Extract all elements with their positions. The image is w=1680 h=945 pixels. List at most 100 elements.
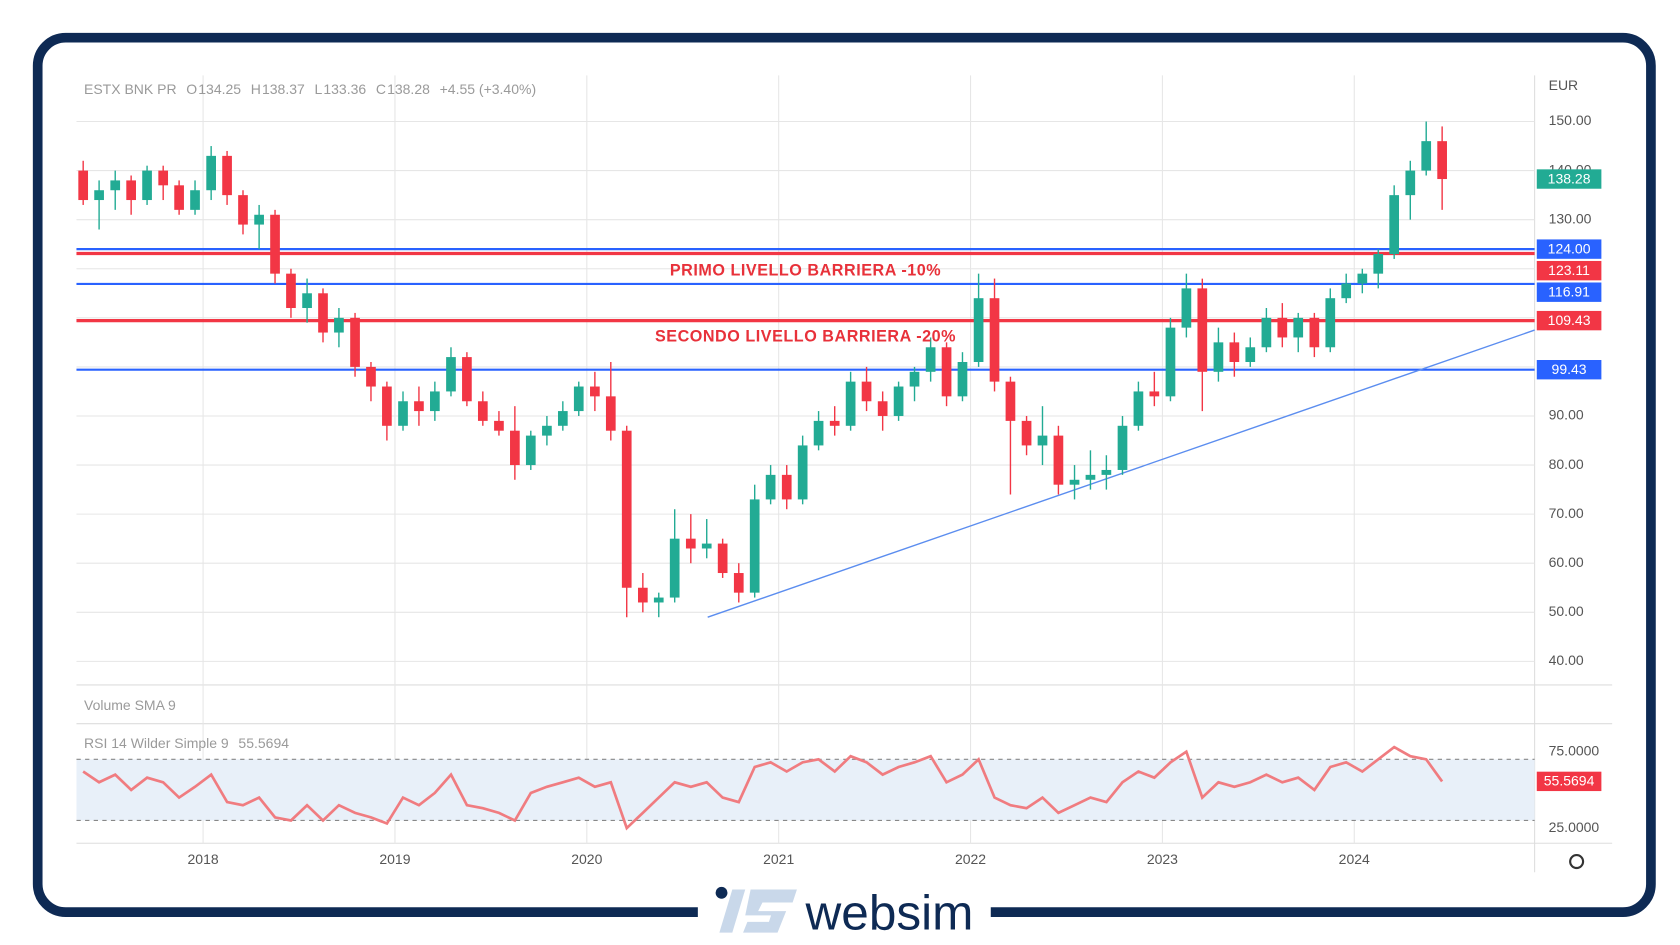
x-tick-label: 2024: [1339, 851, 1370, 867]
candle-body: [494, 420, 504, 431]
candle-body: [1085, 474, 1096, 480]
y-tick-label: 130.00: [1549, 210, 1592, 226]
candle-body: [590, 386, 600, 397]
candle-body: [733, 573, 744, 593]
candle-body: [398, 401, 408, 426]
candle-body: [446, 357, 456, 392]
candle-body: [1149, 391, 1160, 397]
candle-body: [1181, 288, 1192, 328]
rsi-last-label: 55.5694: [1544, 773, 1595, 789]
rsi-value: 55.5694: [238, 735, 289, 751]
x-tick-label: 2019: [379, 851, 410, 867]
candle-body: [382, 386, 392, 426]
header-key: C: [376, 81, 386, 97]
candle-body: [1341, 283, 1352, 299]
x-tick-label: 2018: [188, 851, 219, 867]
settings-icon[interactable]: [1569, 854, 1585, 870]
candle-body: [270, 214, 280, 274]
candle-body: [1165, 327, 1176, 397]
level-label-box: [1536, 310, 1602, 331]
candle-body: [462, 357, 472, 402]
trendline: [707, 329, 1535, 618]
level-label: 124.00: [1548, 240, 1591, 256]
candle-body: [334, 317, 344, 333]
candle-body: [510, 430, 520, 466]
x-tick-label: 2020: [571, 851, 602, 867]
candle-body: [717, 543, 728, 574]
candle-body: [238, 195, 248, 225]
rsi-band: [76, 759, 1535, 821]
candle-body: [861, 381, 872, 402]
rsi-last-label-box: [1536, 771, 1602, 792]
candle-body: [110, 180, 121, 191]
header-key: O: [186, 81, 197, 97]
x-tick-label: 2023: [1147, 851, 1178, 867]
y-tick-label: 50.00: [1549, 603, 1584, 619]
rsi-tick-label: 25.0000: [1549, 819, 1600, 835]
candle-body: [350, 317, 360, 367]
header-change: +4.55 (+3.40%): [440, 81, 537, 97]
candle-body: [1277, 317, 1288, 338]
candle-body: [669, 538, 680, 598]
candle-body: [1245, 347, 1256, 362]
candle-body: [1437, 141, 1447, 180]
candle-body: [1373, 254, 1384, 274]
y-tick-label: 60.00: [1549, 554, 1584, 570]
y-tick-label: 40.00: [1549, 652, 1584, 668]
candle-body: [1421, 141, 1432, 171]
plot: 2018 2019 2020 2021 2022 2023 2024 40.00 50.00 60…: [76, 75, 1613, 873]
candle-body: [1229, 342, 1240, 362]
candle-body: [1117, 425, 1128, 470]
candle-body: [605, 396, 616, 431]
x-tick-label: 2022: [955, 851, 986, 867]
candle-body: [414, 401, 424, 412]
candle-body: [366, 366, 376, 387]
candle-body: [1309, 317, 1320, 348]
candle-body: [797, 445, 808, 500]
header-value: 138.37: [262, 81, 305, 97]
candle-body: [1405, 170, 1416, 196]
level-label-box: [1536, 239, 1602, 259]
candle-body: [829, 420, 840, 426]
candle-body: [302, 293, 312, 309]
annotation: PRIMO LIVELLO BARRIERA -10%: [670, 262, 941, 280]
candle-body: [685, 538, 696, 549]
level-label-box: [1536, 360, 1602, 380]
candle-body: [637, 587, 648, 603]
candle-body: [78, 170, 89, 201]
rsi-label: RSI 14 Wilder Simple 9: [84, 735, 229, 751]
candle-body: [525, 435, 536, 466]
candle-body: [1389, 195, 1400, 255]
logo-mark: [743, 889, 797, 933]
candle-body: [925, 347, 936, 372]
candle-body: [190, 190, 200, 210]
candle-body: [1213, 342, 1224, 372]
candle-body: [573, 386, 584, 412]
candle-body: [813, 420, 824, 446]
level-label: 123.11: [1548, 262, 1590, 278]
level-label: 116.91: [1548, 283, 1590, 299]
candle-body: [701, 543, 712, 549]
candle-body: [749, 499, 760, 593]
candle-body: [1021, 420, 1032, 446]
candle-body: [1101, 469, 1112, 475]
header-key: L: [314, 81, 322, 97]
logo-text: websim: [805, 886, 974, 941]
last-price-label: 138.28: [1548, 170, 1591, 186]
last-price-label-box: [1536, 169, 1602, 189]
candle-body: [557, 411, 568, 426]
header-value: 133.36: [323, 81, 366, 97]
candle-body: [206, 155, 216, 191]
candle-body: [781, 474, 792, 500]
candle-body: [941, 347, 952, 397]
rsi-line: [82, 745, 1444, 831]
candle-body: [430, 391, 440, 412]
candle-body: [1005, 381, 1016, 421]
y-tick-label: 90.00: [1549, 407, 1584, 423]
y-tick-label: 80.00: [1549, 456, 1584, 472]
candle-body: [1293, 317, 1304, 338]
candle-body: [1357, 273, 1368, 284]
candle-body: [158, 170, 169, 186]
